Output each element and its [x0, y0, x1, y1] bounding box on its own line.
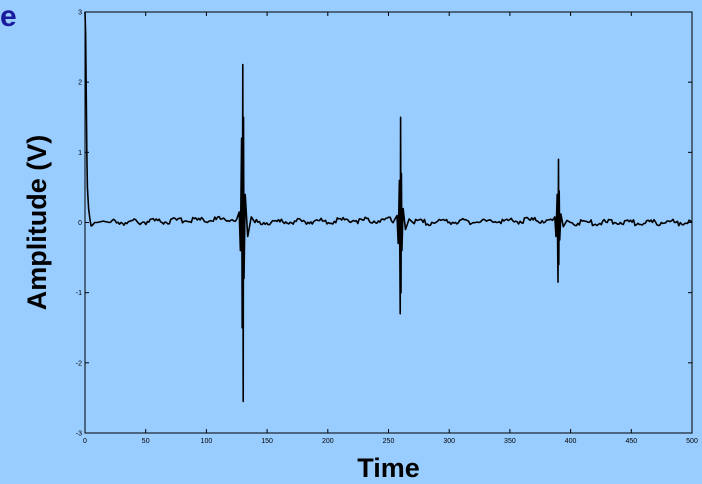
corner-text: e [0, 0, 17, 33]
x-tick-label: 100 [201, 438, 213, 445]
x-tick-label: 400 [565, 438, 577, 445]
y-tick-label: -1 [76, 290, 82, 297]
x-tick-label: 350 [504, 438, 516, 445]
x-tick-label: 250 [383, 438, 395, 445]
x-tick-label: 150 [261, 438, 273, 445]
y-tick-label: 0 [78, 220, 82, 227]
x-tick-label: 450 [625, 438, 637, 445]
x-tick-label: 500 [686, 438, 698, 445]
y-tick-label: -2 [76, 360, 82, 367]
x-tick-label: 300 [443, 438, 455, 445]
y-tick-label: 2 [78, 80, 82, 87]
x-axis-label: Time [357, 453, 420, 483]
y-axis-label: Amplitude (V) [22, 135, 52, 311]
series-line [84, 11, 693, 403]
plot-area [84, 11, 693, 434]
x-tick-label: 200 [322, 438, 334, 445]
axis-ticks: 0 50 100 150 200 250 300 350 400 450 500 -3 -2 -1 0 1 2 3 [76, 10, 698, 446]
y-tick-label: 1 [78, 150, 82, 157]
y-tick-label: 3 [78, 10, 82, 17]
y-tick-label: -3 [76, 431, 82, 438]
x-tick-label: 0 [83, 438, 87, 445]
x-tick-label: 50 [142, 438, 150, 445]
